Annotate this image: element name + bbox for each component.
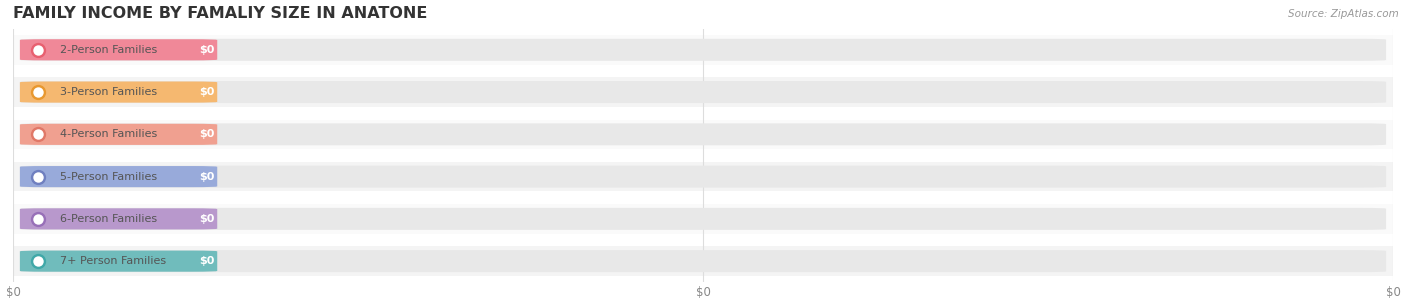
Text: Source: ZipAtlas.com: Source: ZipAtlas.com — [1288, 9, 1399, 19]
Text: $0: $0 — [200, 256, 215, 266]
Text: 6-Person Families: 6-Person Families — [60, 214, 157, 224]
FancyBboxPatch shape — [20, 166, 218, 187]
Bar — [13, 204, 1393, 234]
Text: $0: $0 — [200, 172, 215, 181]
Text: 7+ Person Families: 7+ Person Families — [60, 256, 166, 266]
FancyBboxPatch shape — [20, 81, 218, 103]
Text: $0: $0 — [200, 214, 215, 224]
Bar — [13, 77, 1393, 107]
FancyBboxPatch shape — [20, 251, 218, 272]
Text: 5-Person Families: 5-Person Families — [60, 172, 157, 181]
Text: $0: $0 — [200, 87, 215, 97]
Bar — [13, 162, 1393, 192]
FancyBboxPatch shape — [20, 166, 1386, 188]
FancyBboxPatch shape — [20, 208, 218, 229]
FancyBboxPatch shape — [20, 81, 1386, 103]
Text: $0: $0 — [200, 45, 215, 55]
Text: FAMILY INCOME BY FAMALIY SIZE IN ANATONE: FAMILY INCOME BY FAMALIY SIZE IN ANATONE — [13, 5, 427, 20]
Bar — [13, 35, 1393, 65]
Bar — [13, 120, 1393, 149]
FancyBboxPatch shape — [20, 250, 1386, 272]
FancyBboxPatch shape — [20, 39, 1386, 61]
Text: $0: $0 — [200, 129, 215, 139]
Text: 2-Person Families: 2-Person Families — [60, 45, 157, 55]
FancyBboxPatch shape — [20, 123, 1386, 145]
Text: 4-Person Families: 4-Person Families — [60, 129, 157, 139]
FancyBboxPatch shape — [20, 39, 218, 60]
FancyBboxPatch shape — [20, 124, 218, 145]
FancyBboxPatch shape — [20, 208, 1386, 230]
Text: 3-Person Families: 3-Person Families — [60, 87, 157, 97]
Bar — [13, 246, 1393, 276]
